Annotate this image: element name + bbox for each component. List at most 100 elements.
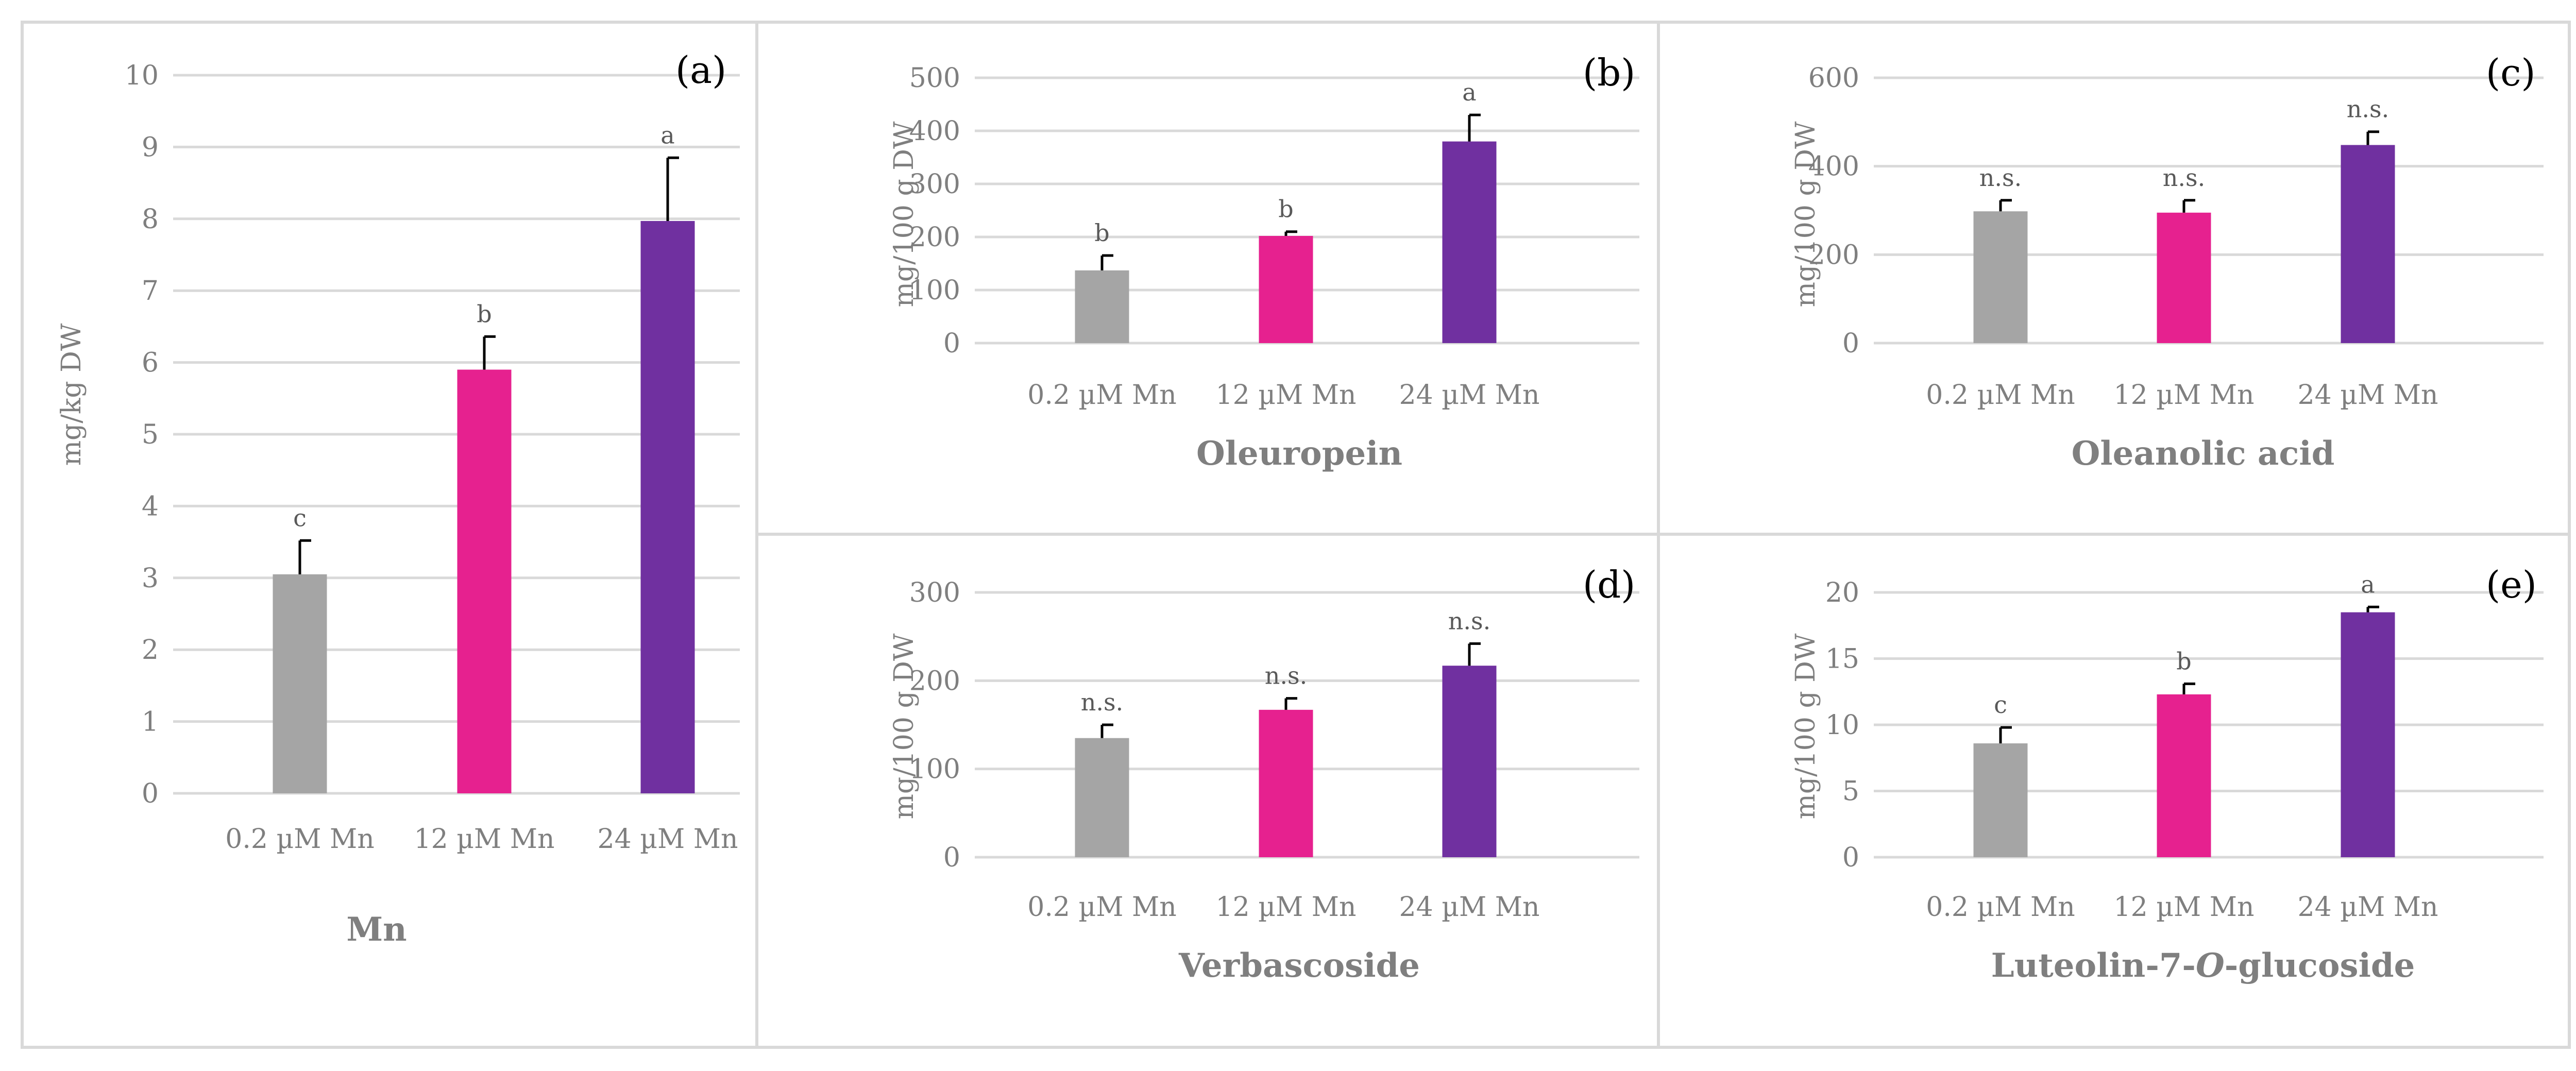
category-label: 12 µM Mn [2114,380,2255,411]
significance-label: n.s. [1265,662,1307,690]
bar [1075,270,1129,343]
bar [1442,141,1497,343]
y-tick-label: 0 [142,778,159,809]
chart-title: Verbascoside [1178,946,1420,985]
chart-title-part: O [2196,946,2225,985]
category-label: 12 µM Mn [1216,380,1357,411]
chart-title-part: -glucoside [2225,946,2415,985]
y-tick-label: 1 [142,707,159,738]
bar [2157,212,2211,343]
panel-label: (e) [2486,563,2537,606]
panel-label: (d) [1583,563,1635,606]
y-tick-label: 300 [909,169,960,200]
chart-title: Oleanolic acid [2072,434,2335,473]
category-label: 12 µM Mn [414,824,555,855]
bar [2341,145,2395,343]
y-tick-label: 7 [142,276,159,307]
significance-label: b [1094,219,1109,247]
y-tick-label: 10 [1825,710,1859,741]
chart-panel-e: 0 5 10 15 20 c 0.2 µM Mn b 12 µM Mn a 24 µM Mn mg/1… [1657,533,2571,1049]
bar [2157,694,2211,857]
bar [1442,666,1497,857]
y-axis-label: mg/100 g DW [889,121,920,307]
y-tick-label: 300 [909,577,960,608]
significance-label: c [293,504,307,532]
significance-label: n.s. [1979,164,2022,192]
significance-label: b [477,300,492,328]
significance-label: b [1278,195,1293,223]
y-tick-label: 200 [1808,240,1859,270]
significance-label: b [2176,647,2191,675]
y-tick-label: 10 [125,60,159,91]
category-label: 24 µM Mn [598,824,738,855]
chart-panel-a: 0 1 2 3 4 5 6 7 8 9 10 c 0.2 µM Mn b 12 µM Mn a 24 µM Mn… [21,21,758,1049]
significance-label: a [1462,78,1476,106]
y-tick-label: 0 [1842,328,1859,359]
category-label: 0.2 µM Mn [1926,892,2075,923]
significance-label: a [2361,570,2375,598]
y-tick-label: 2 [142,635,159,666]
y-tick-label: 8 [142,204,159,235]
chart-d-svg: 0 100 200 300 n.s. 0.2 µM Mn n.s. 12 µM Mn n.s. 2… [889,563,1639,985]
y-tick-label: 0 [943,842,960,873]
category-label: 0.2 µM Mn [1027,380,1177,411]
y-axis-label: mg/100 g DW [1790,633,1821,819]
y-tick-label: 0 [1842,842,1859,873]
y-tick-label: 400 [1808,151,1859,182]
chart-panel-b: 0 100 200 300 400 500 b 0.2 µM Mn b 12 µM Mn a 24 µ… [755,21,1660,536]
y-tick-label: 3 [142,563,159,594]
y-tick-label: 9 [142,132,159,163]
significance-label: n.s. [2347,95,2389,123]
y-tick-label: 100 [909,275,960,306]
chart-e-svg: 0 5 10 15 20 c 0.2 µM Mn b 12 µM Mn a 24 µM Mn mg/1… [1790,563,2544,985]
bar [2341,612,2395,857]
chart-title: Luteolin-7-O-glucoside [1991,946,2415,985]
category-label: 24 µM Mn [1399,892,1540,923]
chart-title-part: Luteolin-7- [1991,946,2196,985]
chart-title: Oleuropein [1196,434,1402,473]
chart-a-svg: 0 1 2 3 4 5 6 7 8 9 10 c 0.2 µM Mn b 12 µM Mn a 24 µM Mn… [56,48,740,949]
panel-label: (c) [2486,51,2536,94]
y-axis-label: mg/kg DW [56,323,87,466]
bar [457,369,512,793]
significance-label: n.s. [1448,607,1490,635]
category-label: 0.2 µM Mn [1027,892,1177,923]
bar [640,220,695,794]
bar [1259,709,1313,857]
y-axis-label: mg/100 g DW [889,633,920,819]
category-label: 12 µM Mn [2114,892,2255,923]
bar [1075,738,1129,857]
y-tick-label: 15 [1825,644,1859,675]
category-label: 24 µM Mn [1399,380,1540,411]
bar [273,574,327,793]
bar [1259,235,1313,343]
category-label: 0.2 µM Mn [1926,380,2075,411]
y-tick-label: 20 [1825,577,1859,608]
y-tick-label: 0 [943,328,960,359]
chart-panel-d: 0 100 200 300 n.s. 0.2 µM Mn n.s. 12 µM Mn n.s. 2… [755,533,1660,1049]
significance-label: c [1994,691,2007,719]
chart-panel-c: 0 200 400 600 n.s. 0.2 µM Mn n.s. 12 µM Mn n.s. 2… [1657,21,2571,536]
bar [1973,743,2028,857]
category-label: 12 µM Mn [1216,892,1357,923]
y-tick-label: 600 [1808,63,1859,94]
y-tick-label: 6 [142,348,159,379]
y-tick-label: 4 [142,491,159,522]
significance-label: a [660,121,674,149]
y-tick-label: 100 [909,754,960,785]
significance-label: n.s. [1081,688,1123,716]
category-label: 24 µM Mn [2298,380,2438,411]
y-tick-label: 500 [909,63,960,94]
significance-label: n.s. [2163,164,2205,192]
y-axis-label: mg/100 g DW [1790,121,1821,307]
category-label: 0.2 µM Mn [225,824,375,855]
chart-c-svg: 0 200 400 600 n.s. 0.2 µM Mn n.s. 12 µM Mn n.s. 2… [1790,51,2544,473]
y-tick-label: 200 [909,666,960,696]
category-label: 24 µM Mn [2298,892,2438,923]
y-tick-label: 5 [1842,776,1859,807]
panel-label: (a) [675,48,726,92]
chart-b-svg: 0 100 200 300 400 500 b 0.2 µM Mn b 12 µM Mn a 24 µ… [889,51,1639,473]
y-tick-label: 5 [142,419,159,450]
bar [1973,211,2028,343]
panel-label: (b) [1583,51,1635,94]
